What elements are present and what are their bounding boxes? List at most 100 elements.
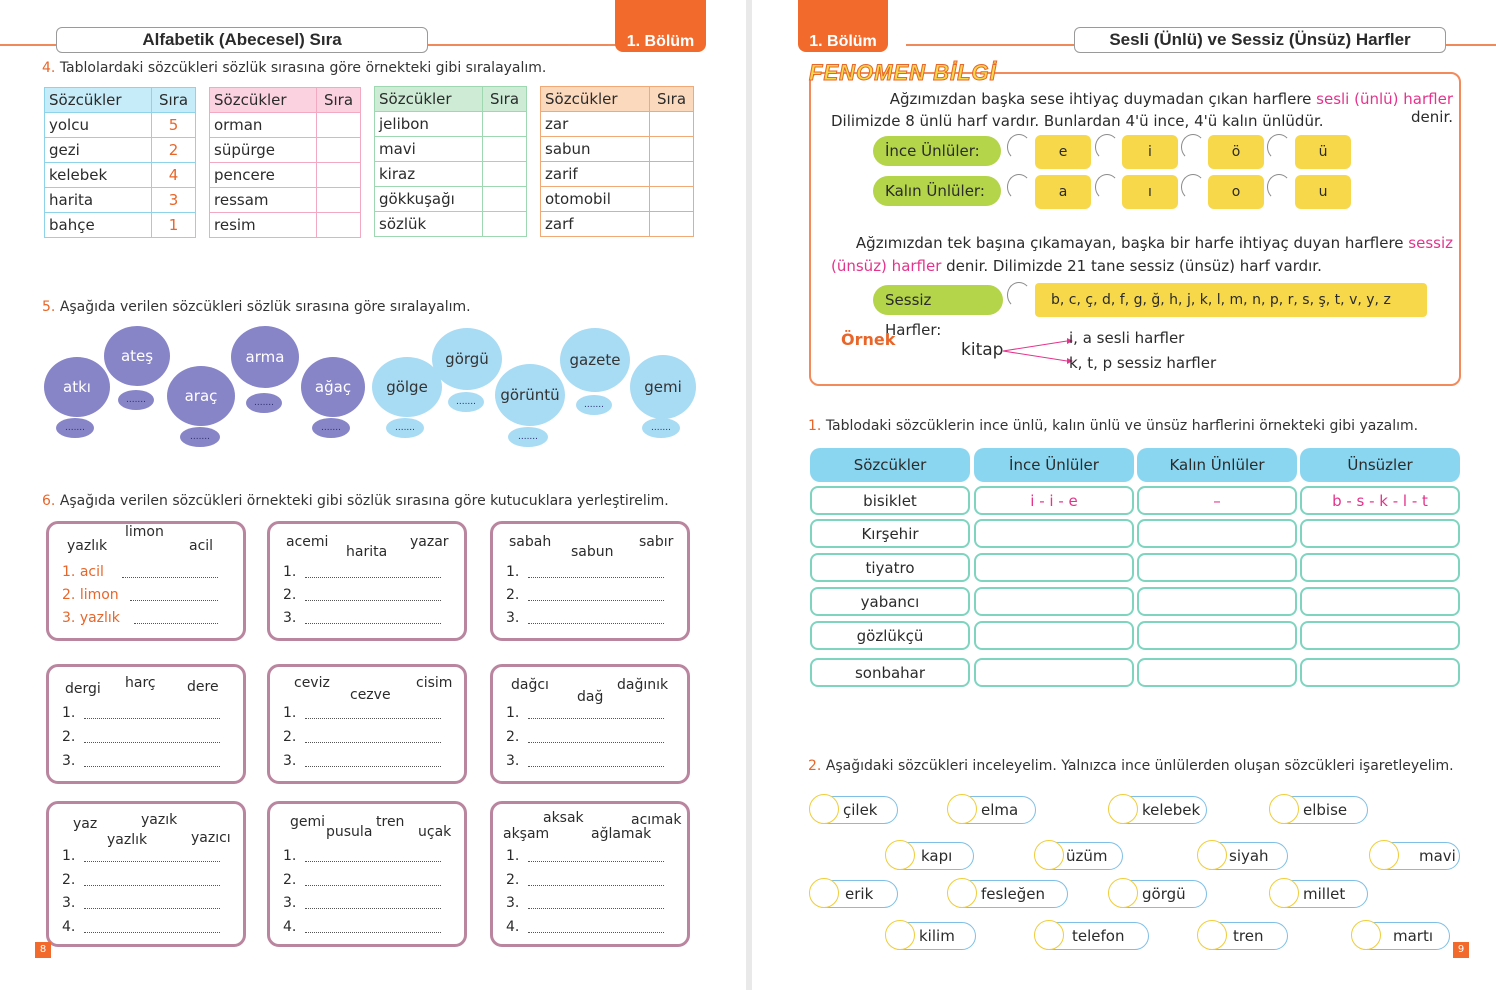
answer-line[interactable]: 4. <box>283 919 443 935</box>
checkbox-circle[interactable] <box>1197 840 1227 870</box>
answer-cell[interactable] <box>1137 519 1297 548</box>
answer-line[interactable]: 1. <box>283 705 443 721</box>
checkbox-circle[interactable] <box>1034 920 1064 950</box>
order-cell[interactable] <box>482 136 527 162</box>
answer-cell[interactable]: b - s - k - l - t <box>1300 486 1460 515</box>
answer-line[interactable]: 3. <box>506 610 666 626</box>
choice-option[interactable]: elbise <box>1269 794 1368 824</box>
answer-cell[interactable] <box>974 658 1134 687</box>
answer-line[interactable]: 3. <box>506 895 666 911</box>
choice-option[interactable]: siyah <box>1197 840 1288 870</box>
order-cell[interactable] <box>649 111 694 137</box>
order-cell[interactable] <box>316 137 361 163</box>
answer-line[interactable]: 2. <box>62 872 222 888</box>
answer-line[interactable]: 3. <box>283 895 443 911</box>
order-cell[interactable] <box>649 186 694 212</box>
answer-line[interactable]: 1. <box>506 564 666 580</box>
order-cell[interactable] <box>316 162 361 188</box>
order-cell[interactable]: 4 <box>151 162 196 188</box>
checkbox-circle[interactable] <box>1351 920 1381 950</box>
answer-cell[interactable] <box>974 553 1134 582</box>
answer-cell[interactable] <box>974 621 1134 650</box>
choice-option[interactable]: mavi <box>1369 840 1460 870</box>
checkbox-circle[interactable] <box>1269 794 1299 824</box>
order-cell[interactable]: 5 <box>151 112 196 138</box>
answer-line[interactable]: 3. yazlık <box>62 610 222 626</box>
checkbox-circle[interactable] <box>947 878 977 908</box>
answer-cell[interactable] <box>1137 553 1297 582</box>
order-cell[interactable] <box>316 187 361 213</box>
answer-blank[interactable]: ....... <box>386 418 424 438</box>
answer-line[interactable]: 1. <box>283 848 443 864</box>
order-cell[interactable] <box>482 161 527 187</box>
answer-line[interactable]: 1. <box>283 564 443 580</box>
checkbox-circle[interactable] <box>1369 840 1399 870</box>
checkbox-circle[interactable] <box>1197 920 1227 950</box>
order-cell[interactable] <box>482 186 527 212</box>
order-cell[interactable] <box>316 212 361 238</box>
answer-blank[interactable]: ....... <box>448 392 484 412</box>
answer-line[interactable]: 2. <box>283 872 443 888</box>
answer-blank[interactable]: ....... <box>576 395 612 415</box>
answer-cell[interactable] <box>1137 587 1297 616</box>
checkbox-circle[interactable] <box>947 794 977 824</box>
checkbox-circle[interactable] <box>1034 840 1064 870</box>
order-cell[interactable] <box>649 136 694 162</box>
answer-line[interactable]: 2. <box>506 872 666 888</box>
order-cell[interactable] <box>482 211 527 237</box>
answer-line[interactable]: 2. limon <box>62 587 222 603</box>
answer-line[interactable]: 2. <box>283 729 443 745</box>
choice-option[interactable]: fesleğen <box>947 878 1068 908</box>
answer-blank[interactable]: ....... <box>508 427 548 447</box>
answer-line[interactable]: 2. <box>62 729 222 745</box>
checkbox-circle[interactable] <box>809 794 839 824</box>
answer-line[interactable]: 1. <box>62 848 222 864</box>
answer-line[interactable]: 1. acil <box>62 564 222 580</box>
answer-cell[interactable] <box>1300 553 1460 582</box>
answer-cell[interactable] <box>1300 587 1460 616</box>
answer-cell[interactable] <box>974 587 1134 616</box>
answer-line[interactable]: 1. <box>506 705 666 721</box>
answer-blank[interactable]: ....... <box>118 390 154 410</box>
order-cell[interactable]: 2 <box>151 137 196 163</box>
answer-cell[interactable]: – <box>1137 486 1297 515</box>
choice-option[interactable]: telefon <box>1034 920 1149 950</box>
answer-cell[interactable] <box>1300 621 1460 650</box>
choice-option[interactable]: millet <box>1269 878 1368 908</box>
answer-line[interactable]: 2. <box>283 587 443 603</box>
order-cell[interactable] <box>649 161 694 187</box>
choice-option[interactable]: tren <box>1197 920 1288 950</box>
choice-option[interactable]: kelebek <box>1108 794 1207 824</box>
answer-blank[interactable]: ....... <box>312 418 350 438</box>
order-cell[interactable] <box>316 112 361 138</box>
answer-line[interactable]: 1. <box>506 848 666 864</box>
answer-line[interactable]: 3. <box>283 610 443 626</box>
answer-cell[interactable] <box>1300 519 1460 548</box>
checkbox-circle[interactable] <box>885 920 915 950</box>
order-cell[interactable] <box>649 211 694 237</box>
checkbox-circle[interactable] <box>885 840 915 870</box>
choice-option[interactable]: kilim <box>885 920 976 950</box>
choice-option[interactable]: üzüm <box>1034 840 1123 870</box>
checkbox-circle[interactable] <box>1269 878 1299 908</box>
order-cell[interactable] <box>482 111 527 137</box>
choice-option[interactable]: elma <box>947 794 1036 824</box>
answer-blank[interactable]: ....... <box>246 393 282 413</box>
answer-blank[interactable]: ....... <box>642 418 680 438</box>
checkbox-circle[interactable] <box>1108 794 1138 824</box>
choice-option[interactable]: erik <box>809 878 898 908</box>
answer-line[interactable]: 3. <box>283 753 443 769</box>
choice-option[interactable]: çilek <box>809 794 898 824</box>
answer-line[interactable]: 3. <box>506 753 666 769</box>
checkbox-circle[interactable] <box>809 878 839 908</box>
choice-option[interactable]: görgü <box>1108 878 1207 908</box>
answer-cell[interactable] <box>974 519 1134 548</box>
answer-cell[interactable]: i - i - e <box>974 486 1134 515</box>
checkbox-circle[interactable] <box>1108 878 1138 908</box>
answer-line[interactable]: 4. <box>506 919 666 935</box>
order-cell[interactable]: 1 <box>151 212 196 238</box>
answer-line[interactable]: 1. <box>62 705 222 721</box>
choice-option[interactable]: kapı <box>885 840 974 870</box>
answer-line[interactable]: 2. <box>506 729 666 745</box>
answer-line[interactable]: 2. <box>506 587 666 603</box>
